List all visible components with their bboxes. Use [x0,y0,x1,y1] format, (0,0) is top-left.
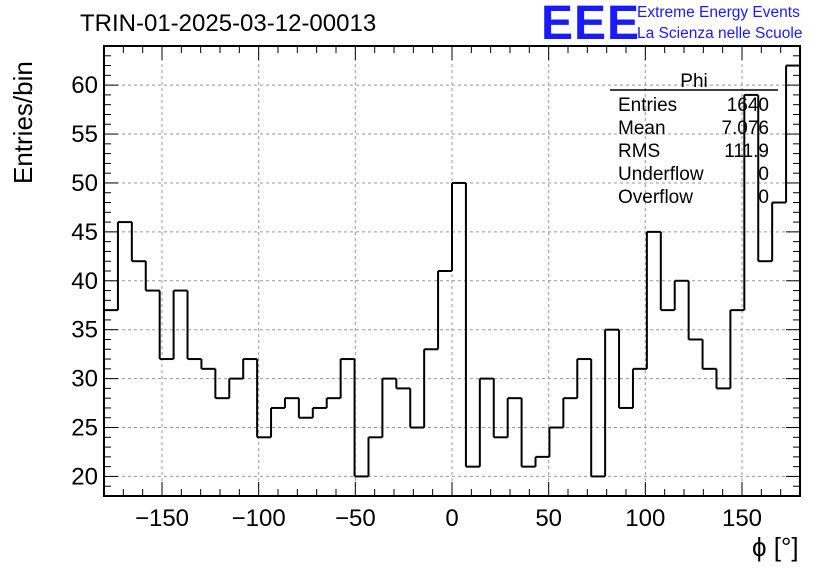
y-tick-label: 50 [71,170,98,197]
x-tick-label: −150 [135,505,189,532]
logo-tagline-1: Extreme Energy Events [637,4,800,21]
x-tick-label: 50 [535,505,562,532]
x-tick-label: 150 [722,505,762,532]
stats-row-value: 1640 [727,95,769,116]
stats-row-label: Underflow [618,164,704,185]
x-tick-label: −50 [335,505,376,532]
stats-row-label: Overflow [618,187,693,208]
x-tick-label: 0 [445,505,458,532]
eee-logo: EEE [541,0,641,50]
axis-tick-labels: −150 −100 −50 0 50 100 150 20 25 30 35 40 45 50 55 60 [71,72,762,532]
stats-row-label: Mean [618,118,666,139]
stats-row-value: 111.9 [724,141,769,162]
run-title: TRIN-01-2025-03-12-00013 [80,10,377,37]
stats-row-label: Entries [618,95,677,116]
y-tick-label: 35 [71,317,98,344]
stats-row-value: 0 [758,187,769,208]
y-tick-label: 25 [71,415,98,442]
stats-row-value: 7.076 [721,118,769,139]
y-tick-label: 55 [71,121,98,148]
grid-lines [104,46,800,496]
y-tick-label: 45 [71,219,98,246]
logo-tagline-2: La Scienza nelle Scuole [637,25,803,42]
x-axis-label: ϕ [°] [752,532,799,562]
y-tick-label: 30 [71,366,98,393]
stats-row-value: 0 [758,164,769,185]
y-tick-label: 60 [71,72,98,99]
y-axis-label: Entries/bin [8,61,38,184]
axis-ticks [103,45,801,497]
stats-box-title: Phi [680,71,707,92]
x-tick-label: −100 [232,505,286,532]
x-tick-label: 100 [625,505,665,532]
y-tick-label: 20 [71,463,98,490]
stats-row-label: RMS [618,141,660,162]
histogram-series [104,64,800,478]
y-tick-label: 40 [71,268,98,295]
